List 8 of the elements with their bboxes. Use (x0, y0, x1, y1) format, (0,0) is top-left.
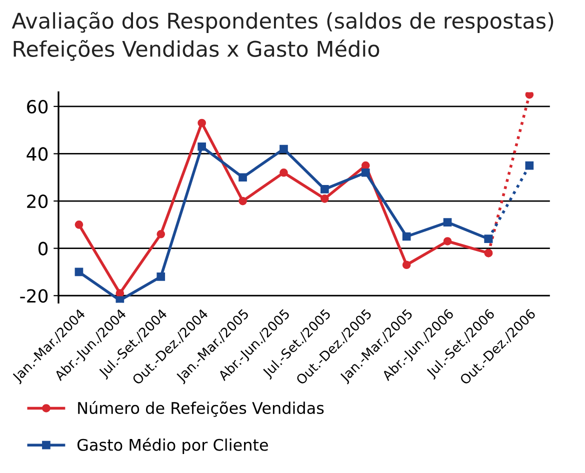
chart-title: Avaliação dos Respondentes (saldos de respostas) Refeições Vendidas x Gasto Médio (12, 12, 554, 61)
y-tick-label: 0 (38, 242, 48, 256)
y-tick-label: -20 (20, 289, 48, 303)
y-tick-label: 40 (26, 147, 48, 161)
y-tick-label: 60 (27, 100, 48, 114)
legend-label: Número de Refeições Vendidas (78, 401, 324, 417)
legend-label: Gasto Médio por Cliente (77, 438, 268, 454)
y-tick-label: 20 (27, 194, 48, 208)
